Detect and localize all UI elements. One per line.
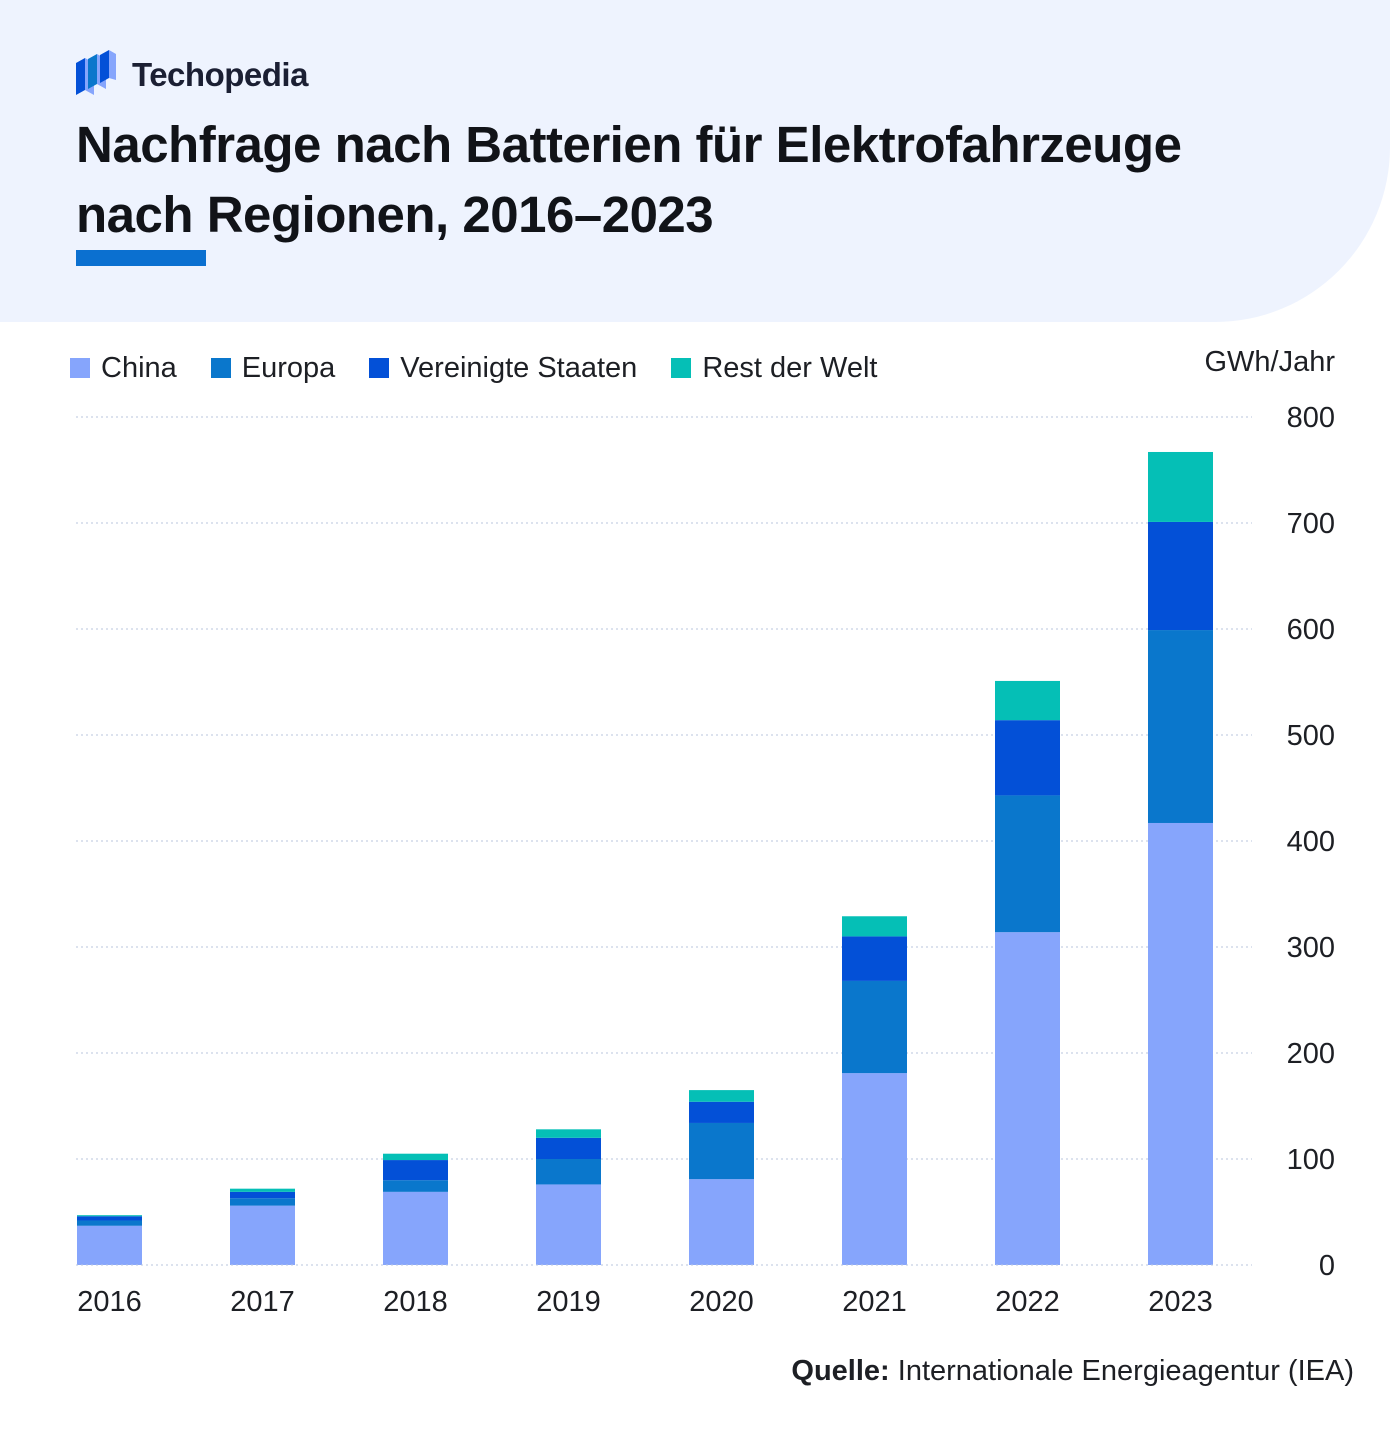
bar-2019-vereinigte-staaten [536, 1137, 601, 1159]
y-axis-unit: GWh/Jahr [1204, 346, 1335, 378]
bar-2018-europa [383, 1180, 448, 1192]
legend-label-rest-der-welt: Rest der Welt [702, 351, 878, 384]
x-tick-label-2019: 2019 [536, 1286, 601, 1318]
x-tick-label-2021: 2021 [842, 1286, 907, 1318]
bar-2017-rest-der-welt [230, 1188, 295, 1192]
bar-2017-europa [230, 1198, 295, 1206]
header-background [0, 0, 1390, 322]
bar-2021-vereinigte-staaten [842, 936, 907, 981]
x-tick-label-2016: 2016 [77, 1286, 142, 1318]
page-title: Nachfrage nach Batterien für Elektrofahr… [76, 110, 1366, 250]
chart-legend: China Europa Vereinigte Staaten Rest der… [70, 348, 911, 388]
stacked-bar-chart: 0 100 200 300 400 500 600 700 800 2016 2017 2018 201… [76, 402, 1335, 1318]
bar-2023-china [1148, 822, 1213, 1265]
source-note: Quelle: Internationale Energieagentur (I… [791, 1355, 1354, 1388]
x-tick-label-2020: 2020 [689, 1286, 754, 1318]
bar-2016-china [77, 1225, 142, 1265]
x-tick-label-2022: 2022 [995, 1286, 1060, 1318]
bar-2022-china [995, 932, 1060, 1265]
brand: Techopedia [74, 49, 308, 101]
y-tick-label-0: 0 [1319, 1250, 1335, 1282]
bar-2023-europa [1148, 630, 1213, 823]
bar-2018-china [383, 1191, 448, 1265]
y-tick-label-700: 700 [1287, 508, 1335, 540]
legend-swatch-vereinigte-staaten [369, 358, 390, 378]
bar-2021-rest-der-welt [842, 916, 907, 937]
title-underline [76, 250, 206, 266]
bar-2020-rest-der-welt [689, 1090, 754, 1102]
brand-name: Techopedia [132, 56, 308, 93]
source-label: Quelle: [791, 1355, 890, 1387]
legend-label-vereinigte-staaten: Vereinigte Staaten [400, 351, 638, 384]
bar-2016-rest-der-welt [77, 1215, 142, 1217]
stacked-cubes-icon [74, 49, 120, 101]
bar-2018-rest-der-welt [383, 1153, 448, 1161]
bar-2019-europa [536, 1159, 601, 1185]
y-tick-label-800: 800 [1287, 402, 1335, 434]
y-tick-label-500: 500 [1287, 720, 1335, 752]
legend-swatch-rest-der-welt [671, 358, 692, 378]
y-tick-label-400: 400 [1287, 826, 1335, 858]
title-line-2: nach Regionen, 2016–2023 [76, 186, 714, 243]
x-tick-label-2023: 2023 [1148, 1286, 1213, 1318]
bar-2022-vereinigte-staaten [995, 720, 1060, 796]
x-tick-label-2017: 2017 [230, 1286, 295, 1318]
legend-item-europa: Europa [210, 351, 336, 385]
bar-2019-rest-der-welt [536, 1129, 601, 1138]
bar-2023-vereinigte-staaten [1148, 521, 1213, 631]
bar-2020-europa [689, 1122, 754, 1180]
bar-2020-china [689, 1179, 754, 1265]
legend-swatch-europa [210, 358, 231, 378]
bar-2020-vereinigte-staaten [689, 1101, 754, 1123]
legend-swatch-china [70, 358, 90, 378]
bar-2018-vereinigte-staaten [383, 1160, 448, 1181]
bar-2021-china [842, 1073, 907, 1265]
x-tick-label-2018: 2018 [383, 1286, 448, 1318]
bar-2016-europa [77, 1220, 142, 1226]
legend-item-vereinigte-staaten: Vereinigte Staaten [369, 352, 637, 385]
y-tick-label-300: 300 [1287, 932, 1335, 964]
legend-item-rest-der-welt: Rest der Welt [671, 352, 877, 385]
source-text: Internationale Energieagentur (IEA) [889, 1355, 1354, 1387]
bar-2017-china [230, 1205, 295, 1265]
bar-2019-china [536, 1184, 601, 1265]
bar-2017-vereinigte-staaten [230, 1191, 295, 1199]
y-tick-label-600: 600 [1287, 614, 1335, 646]
y-tick-label-200: 200 [1287, 1038, 1335, 1070]
bar-2016-vereinigte-staaten [77, 1216, 142, 1221]
bar-2023-rest-der-welt [1148, 451, 1213, 522]
bar-2021-europa [842, 980, 907, 1074]
title-line-1: Nachfrage nach Batterien für Elektrofahr… [76, 116, 1182, 173]
legend-label-china: China [101, 351, 177, 384]
y-tick-label-100: 100 [1287, 1144, 1335, 1176]
legend-label-europa: Europa [241, 351, 336, 384]
bar-2022-rest-der-welt [995, 680, 1060, 721]
legend-item-china: China [70, 352, 177, 385]
bar-2022-europa [995, 795, 1060, 933]
